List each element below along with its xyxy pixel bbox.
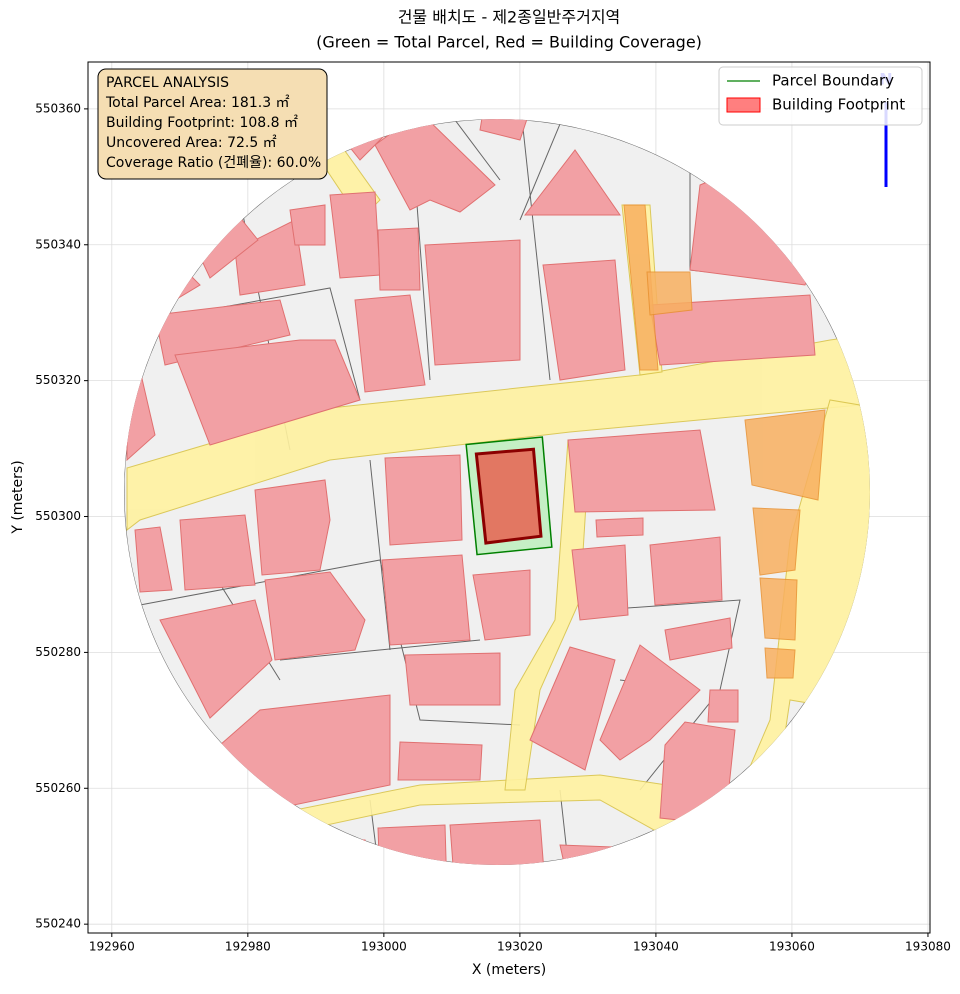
legend-swatch (726, 97, 761, 113)
legend-box (718, 66, 923, 126)
building-footprint (474, 447, 543, 545)
x-tick-label: 193080 (905, 940, 951, 954)
annotation-line: Total Parcel Area: 181.3 ㎡ (105, 95, 290, 111)
x-tick-label: 192960 (89, 940, 135, 954)
plot-frame (87, 61, 931, 934)
y-tick-label: 550320 (35, 373, 81, 387)
x-tick-label: 193060 (769, 940, 815, 954)
y-tick-label: 550260 (35, 781, 81, 795)
y-tick-label: 550360 (35, 101, 81, 115)
y-axis-label: Y (meters) (10, 460, 26, 534)
legend-label: Parcel Boundary (772, 72, 894, 90)
annotation-line: Building Footprint: 108.8 ㎡ (106, 115, 298, 131)
annotation-lines: Total Parcel Area: 181.3 ㎡ Building Footp… (105, 95, 321, 171)
y-tick-label: 550280 (35, 645, 81, 659)
annotation-title: PARCEL ANALYSIS (106, 75, 229, 91)
y-tick-label: 550240 (35, 917, 81, 931)
annotation-box (97, 68, 328, 180)
x-tick-label: 193000 (361, 940, 407, 954)
annotation-line: Uncovered Area: 72.5 ㎡ (106, 135, 277, 151)
y-tick-label: 550300 (35, 509, 81, 523)
x-tick-label: 193040 (633, 940, 679, 954)
legend: Parcel Boundary Building Footprint (718, 66, 923, 126)
x-tick-label: 193020 (497, 940, 543, 954)
x-tick-label: 192980 (225, 940, 271, 954)
annotation-line: Coverage Ratio (건폐율): 60.0% (106, 155, 321, 171)
y-tick-label: 550340 (35, 237, 81, 251)
x-axis-label: X (meters) (472, 962, 546, 978)
legend-label: Building Footprint (772, 96, 905, 114)
annotation: PARCEL ANALYSIS Total Parcel Area: 181.3… (97, 68, 328, 180)
chart-subtitle: (Green = Total Parcel, Red = Building Co… (316, 33, 702, 52)
chart-title: 건물 배치도 - 제2종일반주거지역 (398, 8, 621, 27)
data-layer (465, 436, 553, 556)
